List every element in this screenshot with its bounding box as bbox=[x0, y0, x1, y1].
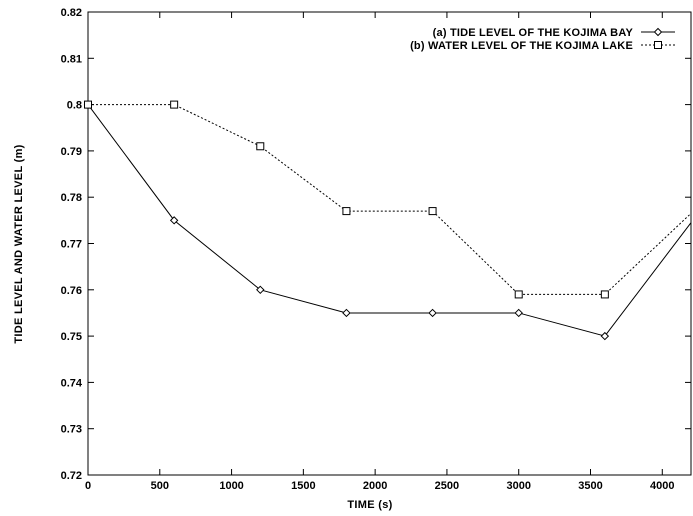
y-axis: 0.72 0.73 0.74 0.75 0.76 0.77 0.78 0.79 0.8 0.81 0… bbox=[61, 7, 691, 482]
data-point bbox=[514, 290, 523, 299]
x-tick-label: 3000 bbox=[506, 480, 530, 492]
legend-label: (b) WATER LEVEL OF THE KOJIMA LAKE bbox=[410, 40, 633, 52]
x-tick-label: 1500 bbox=[291, 480, 315, 492]
data-point bbox=[169, 216, 179, 225]
y-tick-label: 0.74 bbox=[61, 377, 83, 389]
series-line bbox=[87, 104, 692, 337]
series-line bbox=[88, 104, 692, 295]
y-tick-label: 0.79 bbox=[61, 146, 82, 158]
legend-marker bbox=[653, 27, 663, 37]
data-point bbox=[84, 100, 92, 109]
legend: (a) TIDE LEVEL OF THE KOJIMA BAY(b) WATE… bbox=[410, 27, 675, 52]
x-tick-label: 3500 bbox=[578, 480, 602, 492]
x-tick-label: 1000 bbox=[219, 480, 243, 492]
x-tick-label: 0 bbox=[85, 480, 91, 492]
data-point bbox=[256, 285, 265, 295]
x-tick-label: 500 bbox=[151, 480, 169, 492]
y-tick-label: 0.75 bbox=[61, 331, 82, 343]
series-b bbox=[84, 100, 692, 299]
y-tick-label: 0.72 bbox=[61, 470, 82, 482]
data-point bbox=[342, 207, 351, 216]
x-tick-label: 2500 bbox=[435, 480, 459, 492]
y-tick-label: 0.8 bbox=[67, 100, 82, 112]
x-tick-label: 4000 bbox=[650, 480, 674, 492]
x-tick-label: 2000 bbox=[363, 480, 387, 492]
data-point bbox=[514, 308, 523, 318]
data-point bbox=[428, 207, 437, 216]
y-tick-label: 0.81 bbox=[61, 53, 82, 65]
y-tick-label: 0.73 bbox=[61, 424, 82, 436]
y-axis-title: TIDE LEVEL AND WATER LEVEL (m) bbox=[13, 144, 25, 343]
x-axis-title: TIME (s) bbox=[347, 499, 392, 511]
data-point bbox=[600, 290, 609, 299]
series-a bbox=[83, 100, 692, 341]
y-tick-label: 0.77 bbox=[61, 239, 82, 251]
plot-area bbox=[83, 100, 692, 341]
y-tick-label: 0.82 bbox=[61, 7, 82, 19]
plot-frame bbox=[87, 11, 692, 476]
legend-marker bbox=[654, 41, 662, 49]
y-tick-label: 0.78 bbox=[61, 192, 82, 204]
data-point bbox=[170, 100, 179, 109]
y-tick-label: 0.76 bbox=[61, 285, 82, 297]
data-point bbox=[428, 308, 437, 318]
x-axis: 0 500 1000 1500 2000 2500 3000 3500 4000 bbox=[85, 12, 675, 492]
legend-label: (a) TIDE LEVEL OF THE KOJIMA BAY bbox=[433, 27, 634, 39]
data-point bbox=[256, 142, 265, 151]
data-point bbox=[342, 308, 351, 318]
data-point bbox=[600, 331, 610, 341]
